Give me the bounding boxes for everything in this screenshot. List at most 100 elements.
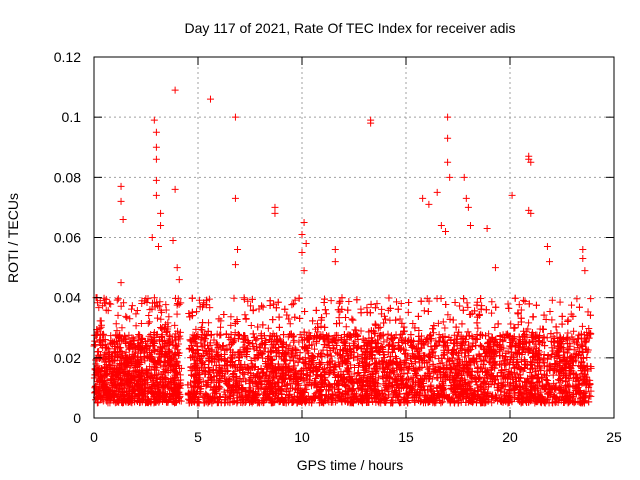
data-point: [320, 335, 328, 343]
data-point: [96, 325, 104, 333]
data-point: [583, 328, 591, 336]
data-point: [127, 375, 135, 383]
data-point: [423, 295, 431, 303]
data-point: [324, 351, 332, 359]
data-point: [176, 332, 184, 340]
data-point: [146, 342, 154, 350]
data-points: [90, 86, 595, 407]
data-point: [494, 320, 502, 328]
data-point: [105, 300, 113, 308]
data-point: [118, 350, 126, 358]
data-point: [133, 306, 141, 314]
data-point: [150, 363, 158, 371]
data-point: [148, 389, 156, 397]
data-point: [95, 386, 103, 394]
data-point: [549, 371, 557, 379]
data-point: [311, 345, 319, 353]
data-point: [162, 301, 170, 309]
data-point: [125, 345, 133, 353]
data-point: [389, 335, 397, 343]
data-point: [160, 368, 168, 376]
data-point: [424, 308, 432, 316]
data-point: [139, 335, 147, 343]
data-point: [142, 365, 150, 373]
data-point: [230, 294, 238, 302]
data-point: [296, 314, 304, 322]
data-point: [164, 358, 172, 366]
data-point: [103, 397, 111, 405]
data-point: [104, 354, 112, 362]
data-point: [169, 365, 177, 373]
data-point: [103, 384, 111, 392]
data-point: [548, 344, 556, 352]
data-point: [525, 319, 533, 327]
data-point: [523, 374, 531, 382]
data-point: [335, 314, 343, 322]
data-point: [316, 351, 324, 359]
data-point: [137, 319, 145, 327]
data-point: [381, 315, 389, 323]
data-point: [114, 311, 122, 319]
data-point: [355, 368, 363, 376]
data-point: [102, 361, 110, 369]
data-point: [342, 323, 350, 331]
data-point: [154, 345, 162, 353]
data-point: [148, 355, 156, 363]
data-point: [153, 381, 161, 389]
data-point: [170, 351, 178, 359]
data-point: [151, 346, 159, 354]
data-point: [146, 348, 154, 356]
data-point: [128, 302, 136, 310]
data-point: [147, 399, 155, 407]
data-point: [171, 333, 179, 341]
data-point: [113, 398, 121, 406]
data-point: [149, 377, 157, 385]
data-point: [195, 393, 203, 401]
data-point: [172, 381, 180, 389]
data-point: [491, 323, 499, 331]
data-point: [149, 393, 157, 401]
data-point: [409, 319, 417, 327]
data-point: [108, 361, 116, 369]
grid-lines: [94, 57, 614, 418]
data-point: [137, 339, 145, 347]
data-point: [107, 300, 115, 308]
data-point: [92, 382, 100, 390]
data-point: [150, 331, 158, 339]
data-point: [103, 344, 111, 352]
data-point: [111, 338, 119, 346]
data-point: [562, 336, 570, 344]
data-point: [511, 294, 519, 302]
data-point: [174, 295, 182, 303]
data-point: [127, 361, 135, 369]
data-point: [162, 374, 170, 382]
data-point: [102, 394, 110, 402]
data-point: [171, 321, 179, 329]
data-point: [165, 340, 173, 348]
data-point: [115, 385, 123, 393]
data-point: [172, 398, 180, 406]
data-point: [249, 330, 257, 338]
data-point: [450, 331, 458, 339]
data-point: [231, 329, 239, 337]
data-point: [161, 373, 169, 381]
data-point: [121, 335, 129, 343]
data-point: [350, 370, 358, 378]
data-point: [499, 381, 507, 389]
data-point: [507, 320, 515, 328]
data-point: [451, 299, 459, 307]
data-point: [171, 377, 179, 385]
data-point: [144, 337, 152, 345]
data-point: [439, 318, 447, 326]
data-point: [286, 320, 294, 328]
data-point: [177, 364, 185, 372]
data-point: [442, 300, 450, 308]
data-point: [578, 322, 586, 330]
data-point: [587, 295, 595, 303]
data-point: [121, 360, 129, 368]
data-point: [477, 330, 485, 338]
data-point: [160, 393, 168, 401]
data-point: [96, 341, 104, 349]
data-point: [511, 324, 519, 332]
data-point: [118, 366, 126, 374]
